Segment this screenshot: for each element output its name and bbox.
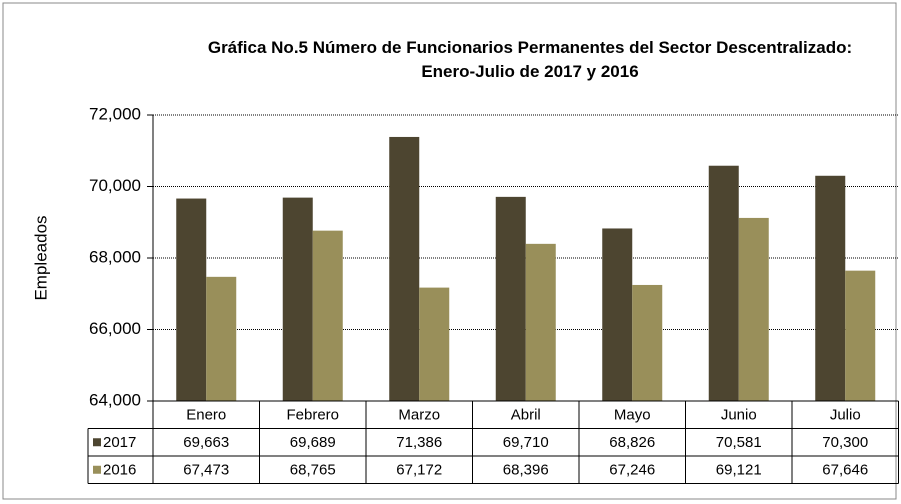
legend-label: 2016 xyxy=(103,462,136,479)
bar xyxy=(525,243,556,401)
table-value: 69,663 xyxy=(183,434,229,451)
x-tick-label: Julio xyxy=(830,407,861,424)
bar xyxy=(845,270,876,401)
table-value: 67,646 xyxy=(822,462,868,479)
table-value: 70,581 xyxy=(716,434,762,451)
table-value: 68,765 xyxy=(290,462,336,479)
y-tick-label: 68,000 xyxy=(89,247,141,266)
bar xyxy=(632,284,663,401)
bar xyxy=(602,228,633,401)
legend-label: 2017 xyxy=(103,434,136,451)
table-value: 69,710 xyxy=(503,434,549,451)
legend-swatch xyxy=(93,438,101,447)
x-tick-label: Febrero xyxy=(286,407,339,424)
x-tick-label: Marzo xyxy=(398,407,440,424)
table-value: 70,300 xyxy=(822,434,868,451)
table-value: 69,121 xyxy=(716,462,762,479)
x-tick-label: Junio xyxy=(721,407,757,424)
table-value: 68,826 xyxy=(609,434,655,451)
x-tick-label: Enero xyxy=(186,407,226,424)
table-value: 67,172 xyxy=(396,462,442,479)
x-tick-label: Abril xyxy=(511,407,541,424)
bar xyxy=(206,276,237,401)
x-tick-label: Mayo xyxy=(614,407,651,424)
y-tick-label: 72,000 xyxy=(89,104,141,123)
chart-title: Gráfica No.5 Número de Funcionarios Perm… xyxy=(207,38,853,81)
table-value: 68,396 xyxy=(503,462,549,479)
bar xyxy=(738,217,769,401)
bar xyxy=(176,198,207,401)
bar xyxy=(815,175,846,401)
table-value: 67,246 xyxy=(609,462,655,479)
y-tick-label: 70,000 xyxy=(89,176,141,195)
y-axis-label: Empleados xyxy=(31,215,50,300)
bar xyxy=(419,287,450,401)
table-value: 69,689 xyxy=(290,434,336,451)
legend-swatch xyxy=(93,465,101,474)
table-value: 67,473 xyxy=(183,462,229,479)
table-value: 71,386 xyxy=(396,434,442,451)
y-tick-label: 64,000 xyxy=(89,390,141,409)
bar xyxy=(495,196,526,401)
bar xyxy=(708,165,739,401)
bar xyxy=(389,136,420,401)
y-tick-label: 66,000 xyxy=(89,319,141,338)
bar xyxy=(312,230,343,401)
bar xyxy=(282,197,313,401)
